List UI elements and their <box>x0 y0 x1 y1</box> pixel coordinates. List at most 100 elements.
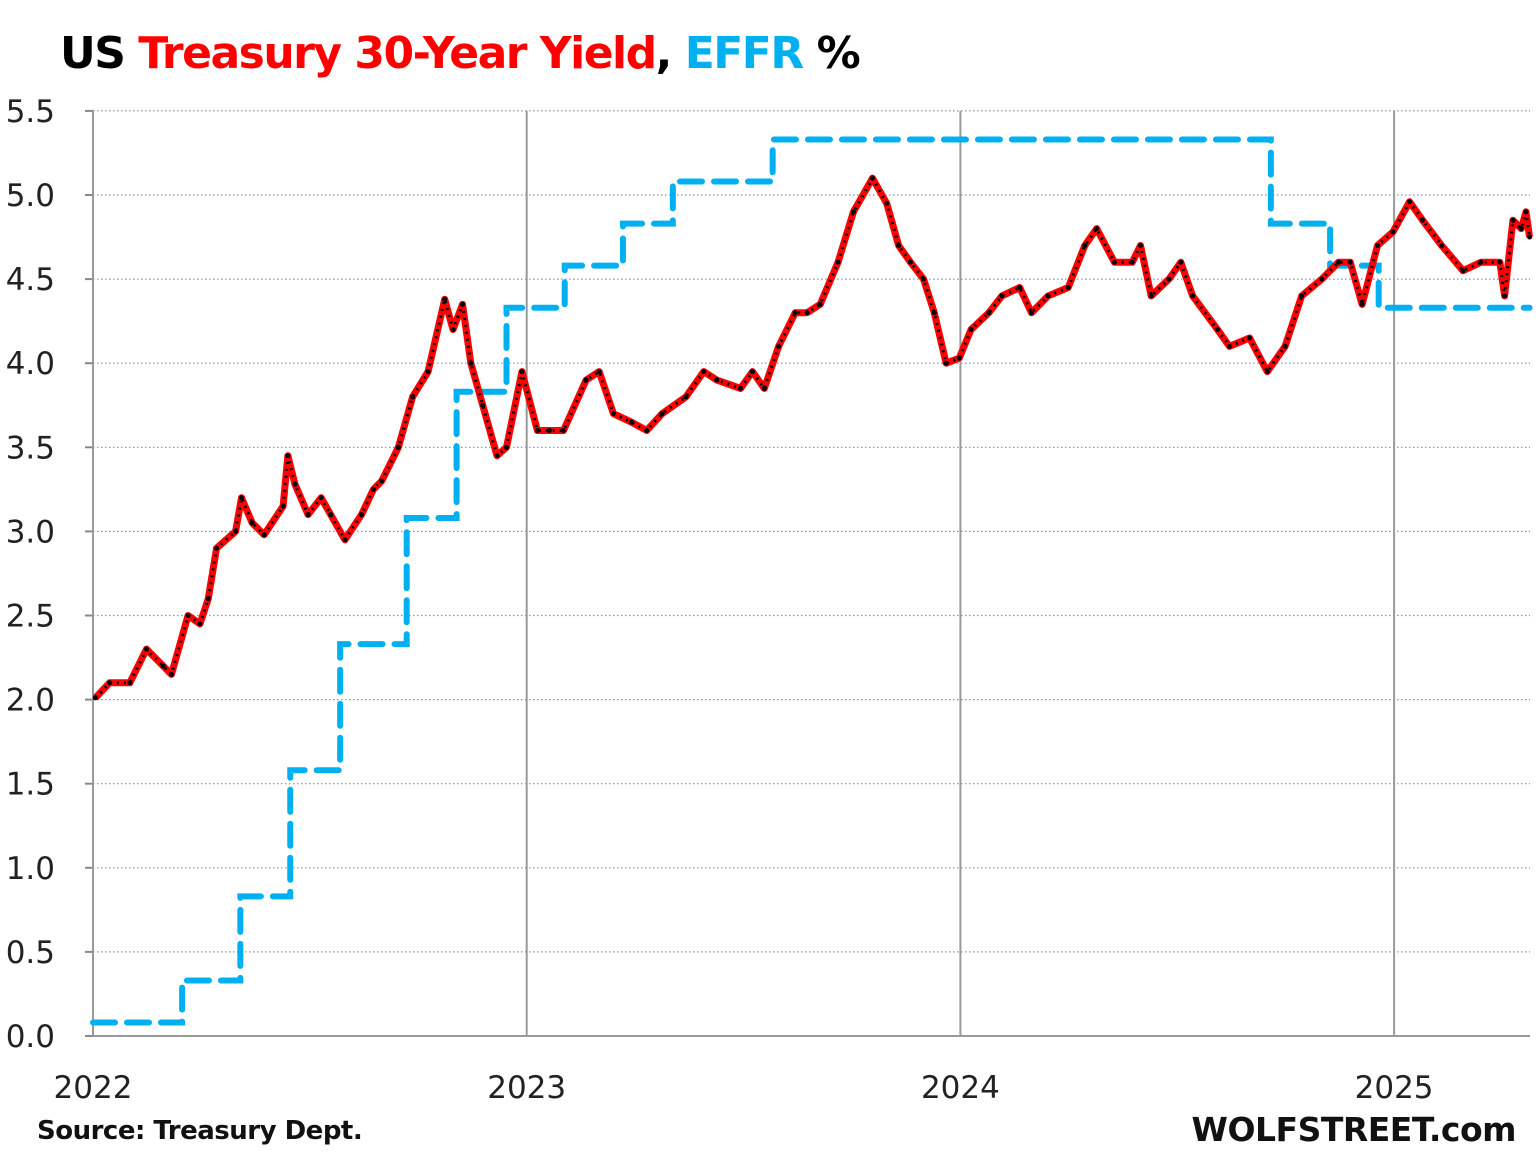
treasury-30y-point <box>1247 335 1253 341</box>
treasury-30y-point <box>956 355 962 361</box>
treasury-30y-point <box>1407 199 1413 205</box>
y-tick-label: 2.0 <box>6 683 55 719</box>
treasury-30y-point <box>907 259 913 265</box>
treasury-30y-point <box>644 427 650 433</box>
treasury-30y-point <box>494 453 500 459</box>
treasury-30y-point <box>943 360 949 366</box>
treasury-30y-point <box>884 200 890 206</box>
chart-title: US Treasury 30-Year Yield, EFFR % <box>60 28 861 79</box>
treasury-30y-point <box>1017 285 1023 291</box>
treasury-30y-point <box>292 481 298 487</box>
treasury-30y-point <box>395 444 401 450</box>
treasury-30y-point <box>817 301 823 307</box>
treasury-30y-point <box>1347 259 1353 265</box>
effr-line <box>90 136 1533 1026</box>
treasury-30y-point <box>285 453 291 459</box>
treasury-30y-point <box>835 259 841 265</box>
treasury-30y-point <box>1439 242 1445 248</box>
treasury-30y-point <box>1226 343 1232 349</box>
treasury-30y-point <box>504 444 510 450</box>
treasury-30y-dots <box>94 176 1532 699</box>
treasury-30y-point <box>249 520 255 526</box>
treasury-30y-point <box>701 369 707 375</box>
treasury-30y-point <box>280 503 286 509</box>
treasury-30y-point <box>1478 259 1484 265</box>
treasury-30y-point <box>519 369 525 375</box>
treasury-30y-point <box>776 343 782 349</box>
treasury-30y-point <box>1094 226 1100 232</box>
treasury-30y-point <box>107 680 113 686</box>
treasury-30y-point <box>986 310 992 316</box>
treasury-30y-point <box>1028 310 1034 316</box>
treasury-30y-point <box>1299 293 1305 299</box>
treasury-30y-point <box>468 360 474 366</box>
treasury-30y-point <box>1148 293 1154 299</box>
y-tick-label: 5.0 <box>6 178 55 214</box>
treasury-30y-point <box>127 680 133 686</box>
source-note: Source: Treasury Dept. <box>37 1116 363 1146</box>
brand-logo: WOLFSTREET.com <box>1191 1110 1517 1149</box>
treasury-30y-point <box>1319 276 1325 282</box>
treasury-30y-point <box>1082 242 1088 248</box>
y-tick-label: 1.5 <box>6 767 55 803</box>
treasury-30y-point <box>197 621 203 627</box>
title-part-treasury: Treasury 30-Year Yield <box>138 28 657 79</box>
treasury-30y-point <box>869 175 875 181</box>
treasury-30y-point <box>1460 268 1466 274</box>
treasury-30y-point <box>379 478 385 484</box>
treasury-30y-point <box>659 411 665 417</box>
treasury-30y-point <box>1129 259 1135 265</box>
treasury-30y-point <box>749 369 755 375</box>
treasury-30y-point <box>205 596 211 602</box>
treasury-30y-point <box>1518 226 1524 232</box>
treasury-30y-point <box>1375 242 1381 248</box>
y-tick-label: 2.5 <box>6 599 55 635</box>
treasury-30y-point <box>610 411 616 417</box>
title-part: US <box>60 28 139 79</box>
title-part: , <box>655 28 685 79</box>
treasury-30y-point <box>480 402 486 408</box>
treasury-30y-point <box>1178 259 1184 265</box>
treasury-30y-point <box>1335 259 1341 265</box>
treasury-30y-point <box>328 512 334 518</box>
treasury-30y-point <box>1502 293 1508 299</box>
treasury-30y-point <box>425 369 431 375</box>
treasury-30y-point <box>931 310 937 316</box>
title-part: % <box>802 28 861 79</box>
treasury-30y-point <box>1420 217 1426 223</box>
treasury-30y-point <box>460 301 466 307</box>
treasury-30y-point <box>1527 234 1533 240</box>
treasury-30y-point <box>628 419 634 425</box>
treasury-30y-point <box>534 427 540 433</box>
treasury-30y-point <box>359 512 365 518</box>
treasury-30y-point <box>1065 285 1071 291</box>
treasury-30y-point <box>561 427 567 433</box>
y-tick-label: 4.5 <box>6 262 55 298</box>
treasury-30y-point <box>1510 217 1516 223</box>
treasury-30y-point <box>1138 242 1144 248</box>
treasury-30y-point <box>318 495 324 501</box>
treasury-30y-point <box>233 528 239 534</box>
treasury-30y-point <box>410 394 416 400</box>
x-tick-label: 2025 <box>1355 1070 1434 1106</box>
treasury-30y-point <box>968 327 974 333</box>
treasury-30y-point <box>214 545 220 551</box>
x-tick-label: 2024 <box>921 1070 1000 1106</box>
treasury-30y-point <box>714 377 720 383</box>
y-tick-label: 5.5 <box>6 94 55 130</box>
treasury-30y-point <box>305 512 311 518</box>
treasury-30y-point <box>1282 343 1288 349</box>
treasury-30y-point <box>1111 259 1117 265</box>
treasury-30y-point <box>185 613 191 618</box>
treasury-30y-point <box>239 495 245 501</box>
treasury-30y-point <box>160 663 166 669</box>
treasury-30y-point <box>896 242 902 248</box>
treasury-30y-point <box>442 296 448 302</box>
treasury-30y-point <box>546 427 552 433</box>
treasury-30y-point <box>921 276 927 282</box>
treasury-30y-point <box>168 671 174 677</box>
title-part-effr: EFFR <box>684 28 805 79</box>
y-tick-label: 4.0 <box>6 346 55 382</box>
treasury-30y-point <box>1264 369 1270 375</box>
